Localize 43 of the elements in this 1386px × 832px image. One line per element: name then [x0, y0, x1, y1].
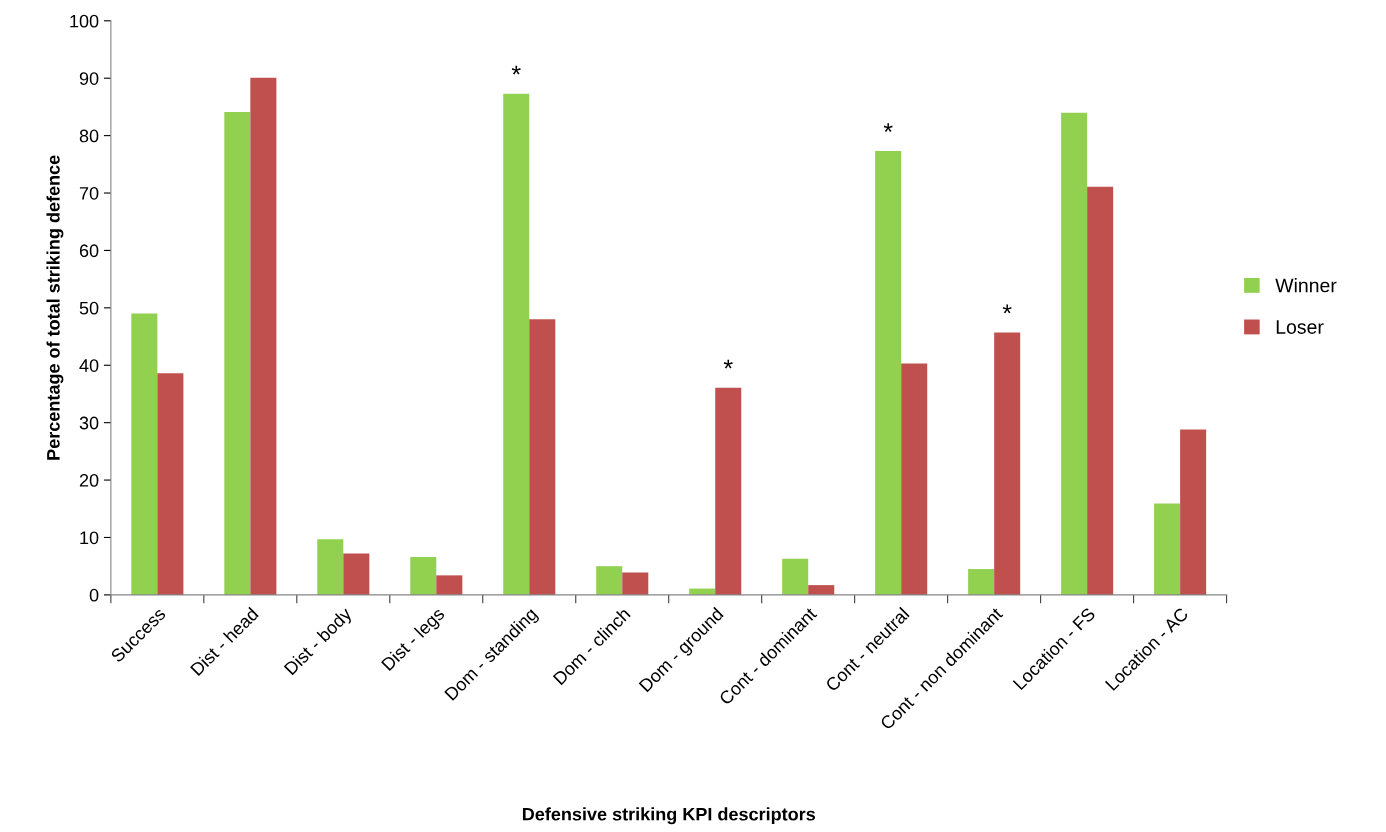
bar — [1061, 112, 1088, 595]
y-tick-label: 30 — [79, 416, 99, 430]
bar — [782, 558, 809, 595]
annotation: * — [883, 123, 893, 132]
bar — [343, 553, 370, 595]
legend-label: Loser — [1276, 320, 1324, 334]
y-tick-label: 50 — [79, 301, 99, 315]
x-tick-label: Dist - legs — [380, 606, 448, 674]
x-axis-title: Defensive striking KPI descriptors — [522, 807, 816, 825]
y-tick-label: 70 — [79, 186, 99, 200]
bar — [131, 313, 158, 595]
bar — [1180, 429, 1207, 595]
y-tick-label: 10 — [80, 531, 99, 545]
y-axis-title: Percentage of total striking defence — [46, 155, 64, 460]
bar — [901, 363, 928, 595]
bar — [317, 539, 344, 595]
bar — [596, 566, 623, 595]
y-tick-label: 90 — [79, 72, 99, 85]
annotation: * — [511, 65, 521, 75]
y-tick-label: 100 — [70, 14, 99, 28]
bar — [875, 151, 902, 595]
bar — [968, 569, 995, 595]
bar — [622, 572, 649, 595]
annotation: * — [723, 359, 733, 369]
bar — [1087, 186, 1114, 595]
y-tick-label: 0 — [89, 588, 99, 602]
bar — [715, 387, 742, 595]
y-tick-label: 80 — [79, 129, 99, 143]
bar — [410, 556, 437, 595]
y-tick-label: 40 — [79, 359, 99, 372]
bar — [503, 93, 530, 595]
legend-label: Winner — [1275, 278, 1337, 293]
bar — [1154, 503, 1181, 595]
bar — [808, 585, 835, 595]
y-tick-label: 60 — [79, 244, 99, 258]
bar — [436, 575, 463, 595]
bar — [994, 332, 1021, 595]
bar — [250, 77, 277, 595]
y-tick-label: 20 — [79, 474, 99, 487]
bar — [224, 112, 251, 595]
bar — [529, 319, 556, 595]
bar — [157, 373, 184, 595]
annotation: * — [1002, 304, 1012, 314]
